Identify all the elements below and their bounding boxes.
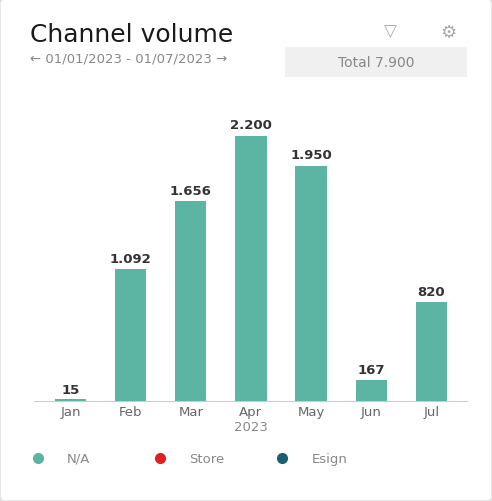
Text: 1.656: 1.656 (170, 184, 212, 197)
FancyBboxPatch shape (271, 45, 482, 80)
Text: Esign: Esign (311, 452, 347, 465)
Text: 1.092: 1.092 (110, 253, 152, 266)
Text: 820: 820 (418, 285, 445, 298)
Text: Total 7.900: Total 7.900 (338, 56, 415, 70)
Bar (416, 302, 447, 401)
Bar (55, 399, 86, 401)
Text: 167: 167 (357, 364, 385, 377)
Text: ⚙: ⚙ (440, 24, 457, 42)
X-axis label: 2023: 2023 (234, 420, 268, 433)
Text: Channel volume: Channel volume (30, 23, 233, 47)
Text: 2.200: 2.200 (230, 119, 272, 132)
Bar (235, 136, 267, 401)
Bar (356, 381, 387, 401)
Text: Store: Store (189, 452, 225, 465)
Bar (115, 270, 146, 401)
Bar (295, 166, 327, 401)
Text: 1.950: 1.950 (290, 149, 332, 162)
Text: N/A: N/A (67, 452, 91, 465)
Text: ← 01/01/2023 - 01/07/2023 →: ← 01/01/2023 - 01/07/2023 → (30, 53, 227, 66)
Text: ▽: ▽ (384, 23, 397, 41)
Bar (175, 202, 207, 401)
Text: 15: 15 (62, 383, 80, 396)
